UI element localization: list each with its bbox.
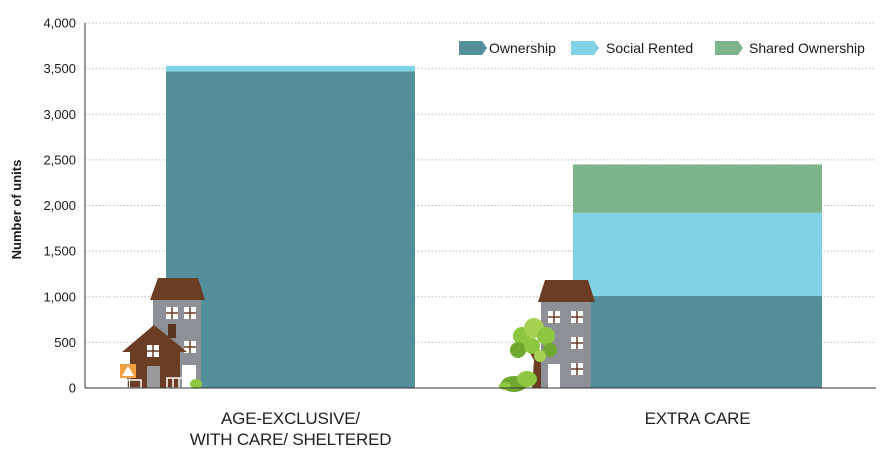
y-axis-title: Number of units — [9, 160, 24, 260]
legend-label: Social Rented — [606, 40, 693, 56]
y-tick-label: 0 — [69, 381, 76, 396]
legend-swatch — [715, 41, 743, 55]
legend-item-shared-ownership: Shared Ownership — [715, 40, 865, 56]
y-tick-label: 2,500 — [43, 152, 76, 167]
y-tick-label: 3,000 — [43, 107, 76, 122]
bar-segment-social-rented — [573, 212, 822, 296]
axes — [84, 23, 876, 389]
legend-swatch — [571, 41, 599, 55]
bar-segment-ownership — [166, 71, 415, 389]
labels: 0 500 1,000 1,500 2,000 2,500 3,000 3,500 4,000 N… — [9, 16, 751, 450]
house-with-tree-icon — [499, 280, 595, 392]
bar-segment-shared-ownership — [573, 164, 822, 213]
bars — [166, 65, 822, 389]
legend: Ownership Social Rented Shared Ownership — [459, 40, 865, 56]
legend-label: Ownership — [489, 40, 556, 56]
legend-swatch — [459, 41, 487, 55]
x-category-label: EXTRA CARE — [645, 409, 751, 428]
legend-item-ownership: Ownership — [459, 40, 556, 56]
bar-segment-social-rented — [166, 65, 415, 72]
legend-label: Shared Ownership — [749, 40, 865, 56]
y-tick-label: 3,500 — [43, 61, 76, 76]
x-category-label: WITH CARE/ SHELTERED — [190, 430, 392, 449]
bar-segment-ownership — [573, 295, 822, 388]
y-tick-label: 2,000 — [43, 198, 76, 213]
y-tick-label: 4,000 — [43, 16, 76, 31]
houses-icon — [120, 278, 205, 389]
y-tick-label: 1,000 — [43, 289, 76, 304]
x-category-label: AGE-EXCLUSIVE/ — [221, 409, 360, 428]
legend-item-social-rented: Social Rented — [571, 40, 693, 56]
y-tick-label: 500 — [54, 335, 76, 350]
y-tick-label: 1,500 — [43, 244, 76, 259]
